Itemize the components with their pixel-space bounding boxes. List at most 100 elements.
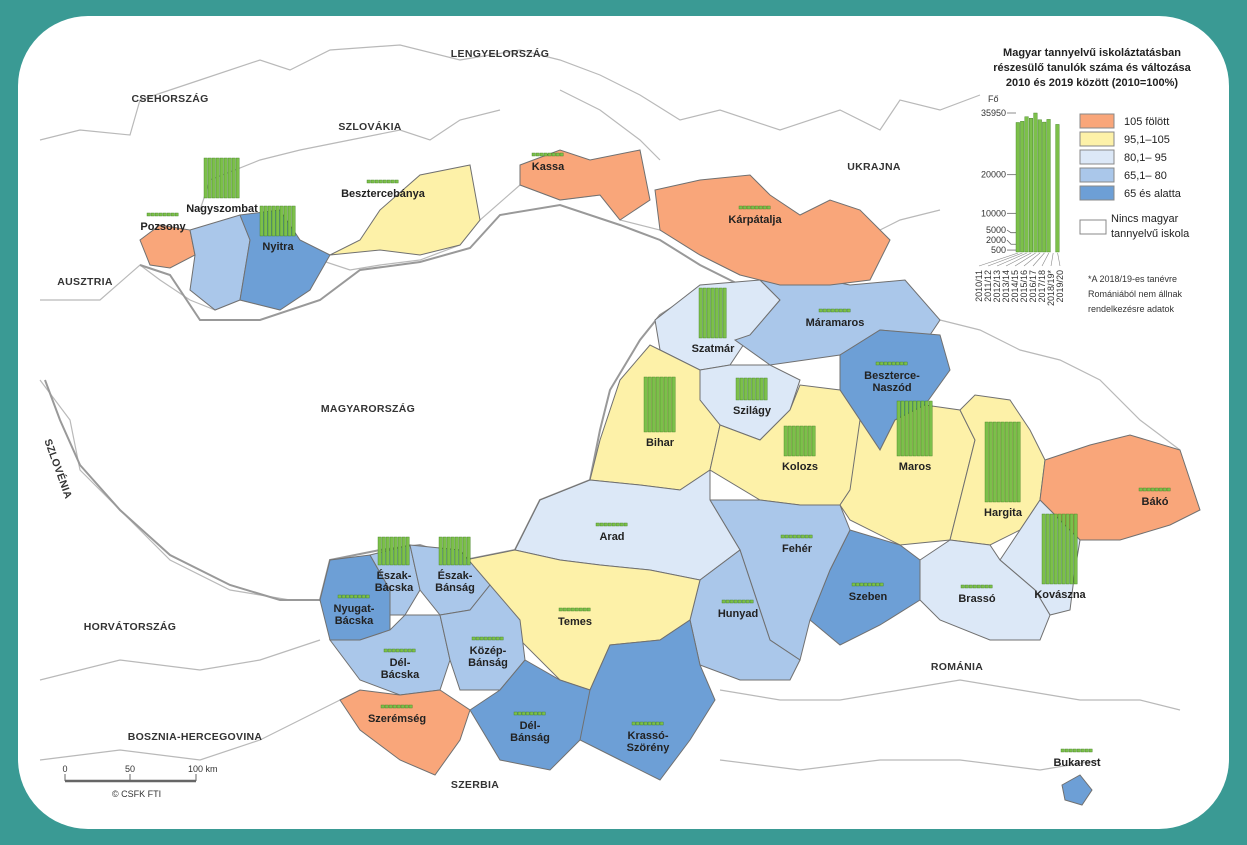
region-bar (446, 536, 451, 566)
region-bar (996, 421, 1001, 503)
region-student-bars (146, 212, 179, 217)
region-bar (729, 599, 734, 604)
region-bar (791, 425, 796, 457)
region-bar (912, 400, 917, 457)
region-bar (702, 287, 707, 339)
legend-bar (1055, 124, 1060, 253)
region-bar (879, 361, 884, 366)
region-bar (551, 152, 556, 157)
region-bar (397, 536, 402, 566)
region-student-bars (721, 599, 754, 604)
region-10[interactable] (919, 539, 1051, 641)
region-bar (763, 377, 768, 401)
legend-category-label: 65 és alatta (1124, 188, 1182, 200)
legend-footnote: *A 2018/19-es tanévre (1088, 274, 1177, 284)
region-bar (783, 425, 788, 457)
region-bar (968, 584, 973, 589)
region-bar (1053, 513, 1058, 585)
region-bar (385, 536, 390, 566)
region-student-bars (631, 721, 664, 726)
legend-bar (1028, 118, 1033, 253)
region-bar (863, 582, 868, 587)
legend-year: 2012/13 (992, 270, 1002, 303)
region-student-bars (366, 179, 399, 184)
region-bar (751, 377, 756, 401)
scale-label: 50 (125, 764, 135, 774)
legend-footnote: rendelkezésre adatok (1088, 304, 1175, 314)
region-bar (706, 287, 711, 339)
region-bar (353, 594, 358, 599)
legend-title: részesülő tanulók száma és változása (993, 62, 1191, 74)
region-bar (483, 636, 488, 641)
region-bar (1069, 513, 1074, 585)
region-label: Szatmár (692, 343, 736, 355)
region-bar (960, 584, 965, 589)
region-label: Bákó (1142, 496, 1169, 508)
region-bar (651, 721, 656, 726)
region-bar (475, 636, 480, 641)
region-bar (808, 534, 813, 539)
region-bar (1057, 513, 1062, 585)
region-label: Fehér (782, 543, 813, 555)
region-label: Kassa (532, 161, 565, 173)
leader-line (1032, 252, 1045, 267)
region-student-bars (337, 594, 370, 599)
region-bar (659, 376, 664, 433)
country-label: SZLOVÁKIA (338, 120, 401, 133)
region-bar (714, 287, 719, 339)
region-label: Szilágy (733, 405, 772, 417)
region-bar (378, 179, 383, 184)
region-bar (150, 212, 155, 217)
region-24[interactable] (1061, 774, 1093, 806)
region-bar (988, 584, 993, 589)
region-label: Szeben (849, 591, 888, 603)
region-bar (842, 308, 847, 313)
region-bar (377, 536, 382, 566)
region-bar (599, 522, 604, 527)
region-bar (830, 308, 835, 313)
region-bar (1016, 421, 1021, 503)
region-bar (900, 400, 905, 457)
region-bar (875, 582, 880, 587)
region-bar (578, 607, 583, 612)
region-label: Szerémség (368, 713, 426, 725)
border-line (39, 639, 321, 681)
country-label: HORVÁTORSZÁG (84, 620, 176, 633)
region-bar (1008, 421, 1013, 503)
region-28[interactable] (329, 164, 481, 256)
region-bar (721, 599, 726, 604)
region-22[interactable] (339, 689, 471, 776)
region-bar (725, 599, 730, 604)
region-bar (365, 594, 370, 599)
region-30[interactable] (654, 174, 891, 286)
region-bar (742, 205, 747, 210)
region-bar (896, 400, 901, 457)
region-bar (780, 534, 785, 539)
region-student-bars (783, 425, 816, 457)
region-label: Hunyad (718, 608, 758, 620)
region-bar (263, 205, 268, 237)
country-label: SZLOVÉNIA (41, 437, 75, 501)
region-bar (739, 377, 744, 401)
region-bar (407, 648, 412, 653)
region-bar (807, 425, 812, 457)
legend-category-label: 80,1– 95 (1124, 152, 1167, 164)
region-29[interactable] (519, 149, 651, 221)
region-bar (1049, 513, 1054, 585)
region-bar (146, 212, 151, 217)
region-bar (543, 152, 548, 157)
legend-category-label: 95,1–105 (1124, 134, 1170, 146)
region-bar (667, 376, 672, 433)
region-bar (984, 421, 989, 503)
region-student-bars (380, 704, 413, 709)
legend-y-tick: 2000 (986, 235, 1006, 245)
legend-category-label: 105 fölött (1124, 116, 1169, 128)
region-label: Besztercebánya (341, 188, 426, 200)
legend-y-tick: 500 (991, 245, 1006, 255)
region-bar (643, 721, 648, 726)
leader-line (987, 252, 1023, 267)
region-label: Bihar (646, 437, 675, 449)
region-bar (291, 205, 296, 237)
legend-bar (1015, 122, 1020, 253)
region-bar (388, 704, 393, 709)
